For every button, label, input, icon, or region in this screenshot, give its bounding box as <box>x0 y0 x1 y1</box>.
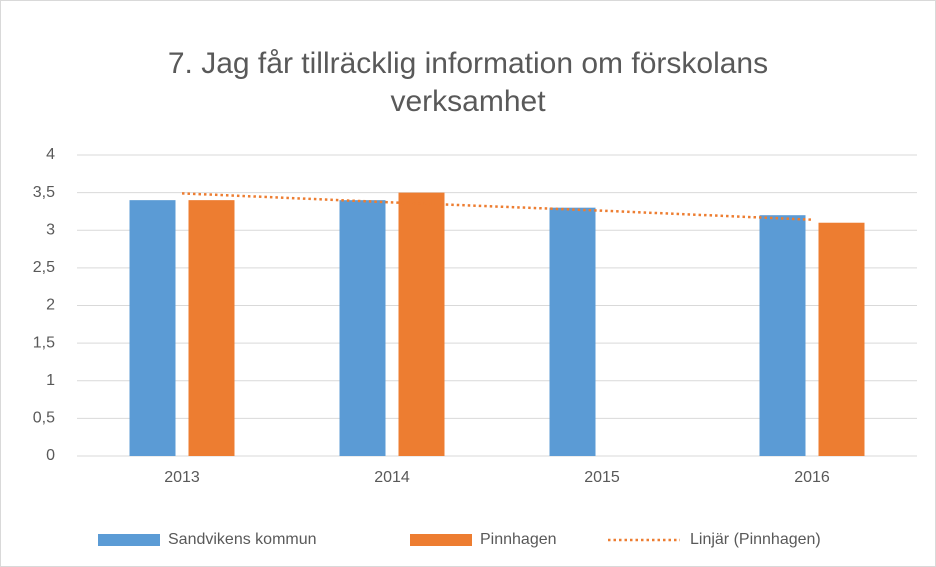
y-tick-label: 2,5 <box>33 259 55 276</box>
y-tick-label: 1,5 <box>33 334 55 351</box>
x-tick-label: 2014 <box>374 469 410 486</box>
legend-label: Sandvikens kommun <box>168 531 317 548</box>
y-tick-label: 3 <box>46 221 55 238</box>
bar <box>129 200 176 456</box>
trend-line <box>181 192 813 221</box>
bar <box>188 200 235 456</box>
y-tick-label: 0,5 <box>33 410 55 427</box>
bar <box>818 222 865 456</box>
legend-label: Linjär (Pinnhagen) <box>690 531 821 548</box>
x-tick-label: 2016 <box>794 469 830 486</box>
bar <box>549 207 596 456</box>
y-tick-label: 1 <box>46 372 55 389</box>
bar <box>339 200 386 456</box>
x-tick-label: 2013 <box>164 469 200 486</box>
legend-swatch <box>98 534 160 546</box>
x-tick-label: 2015 <box>584 469 620 486</box>
chart-title: 7. Jag får tillräcklig information om fö… <box>168 47 768 80</box>
y-tick-label: 2 <box>46 297 55 314</box>
legend-label: Pinnhagen <box>480 531 557 548</box>
legend-swatch <box>410 534 472 546</box>
y-tick-label: 4 <box>46 146 55 163</box>
y-tick-label: 3,5 <box>33 184 55 201</box>
bar <box>398 192 445 456</box>
bar <box>759 215 806 456</box>
chart-title: verksamhet <box>390 85 546 118</box>
y-tick-label: 0 <box>46 447 55 464</box>
